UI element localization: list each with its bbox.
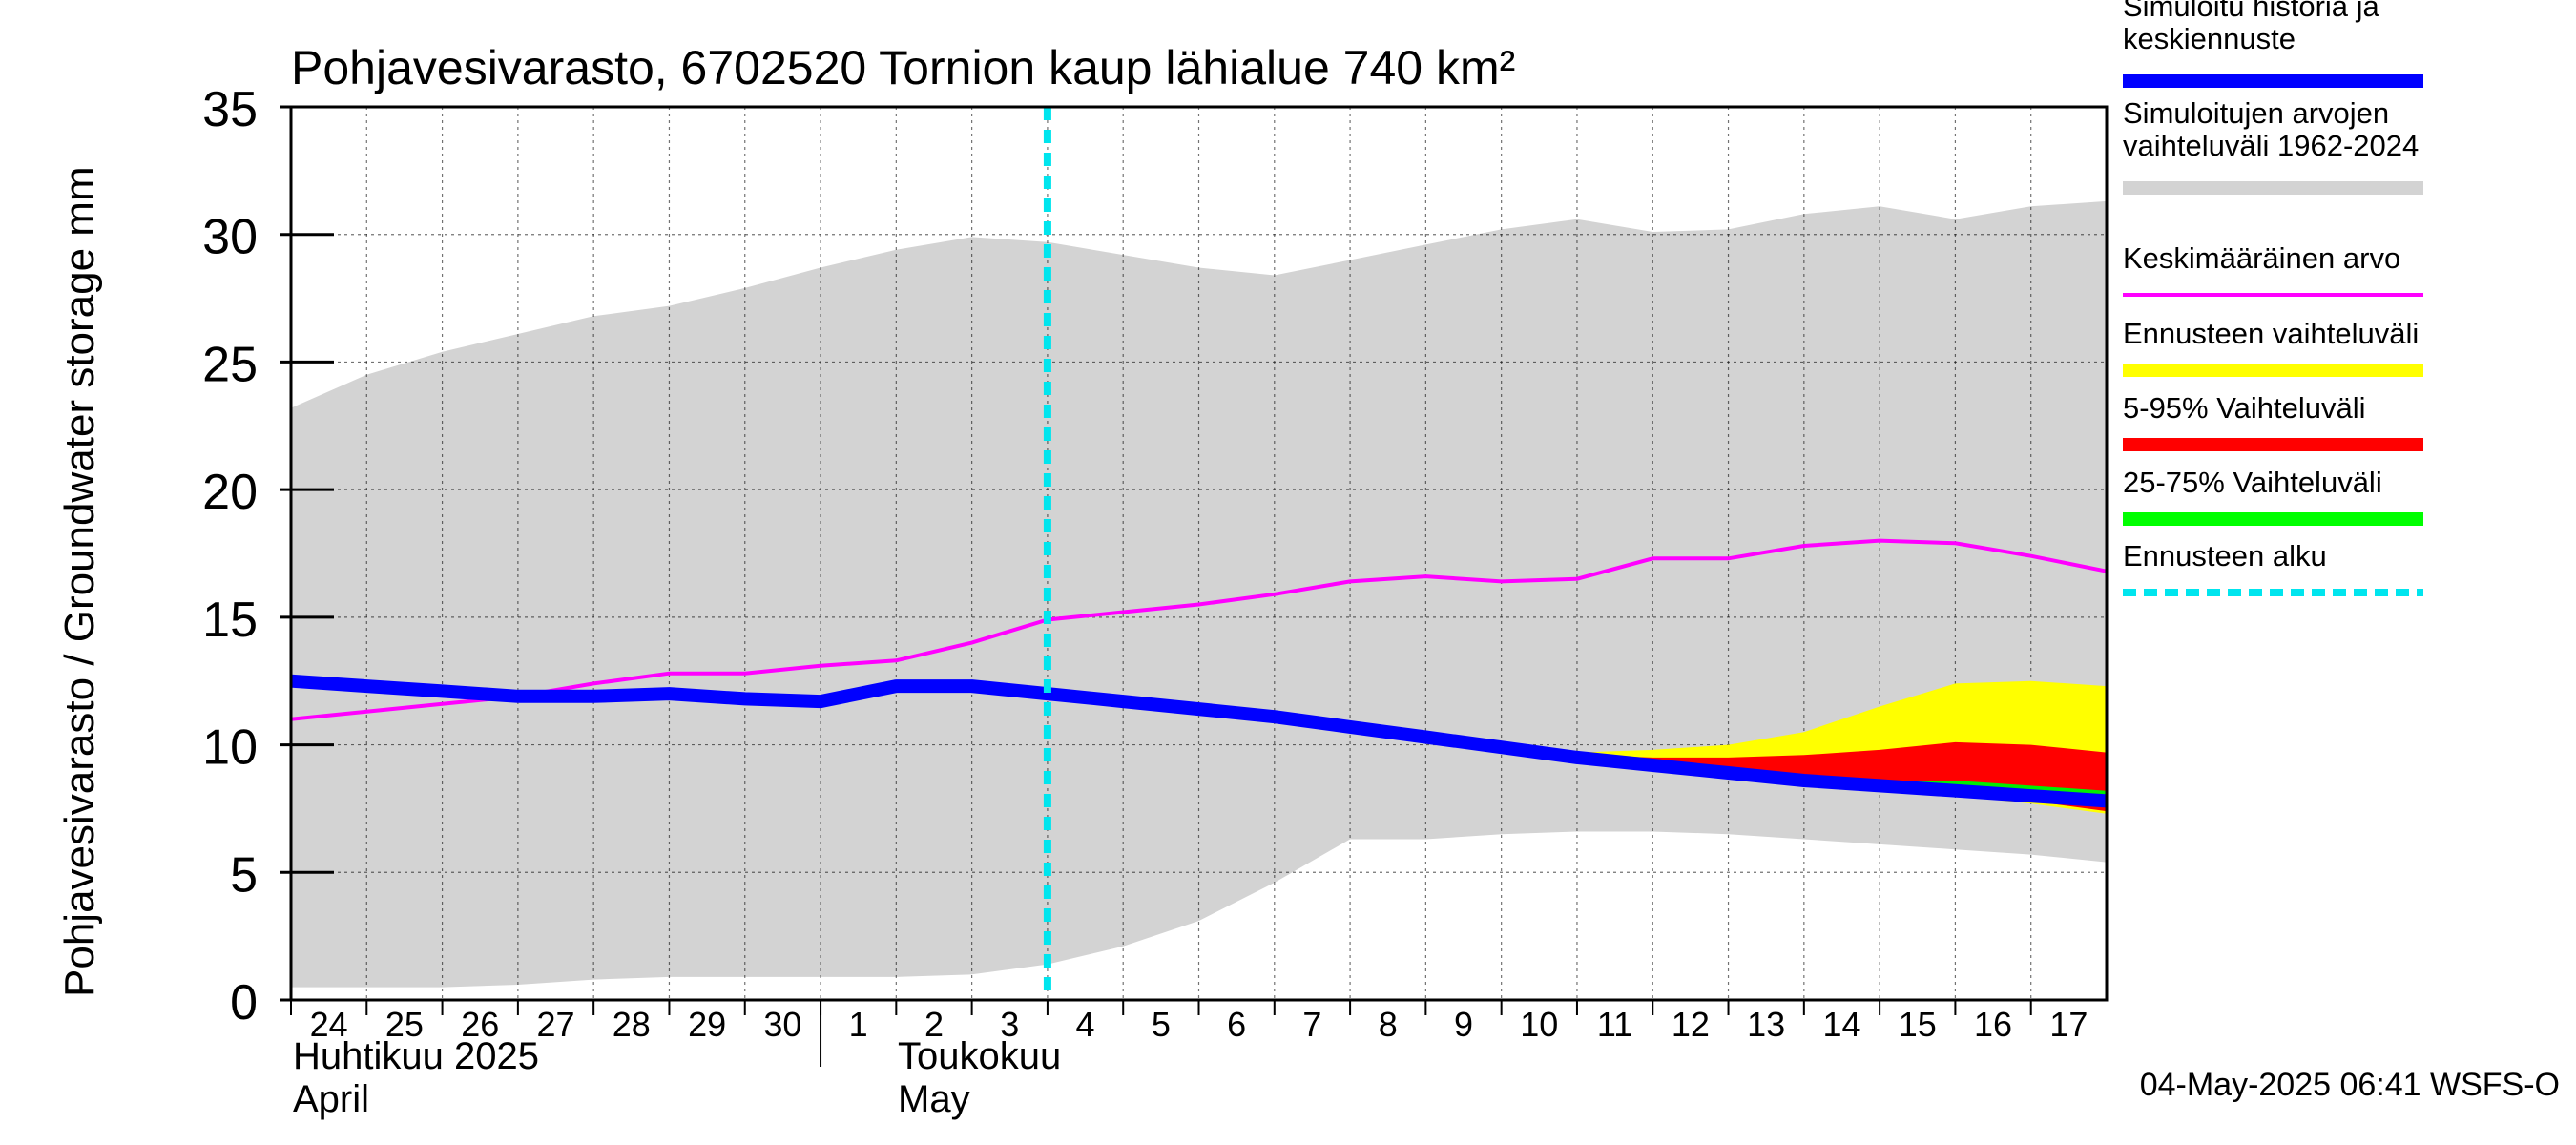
- x-tick-label: 27: [536, 1005, 574, 1044]
- x-tick-label: 10: [1520, 1005, 1558, 1044]
- y-tick-label: 35: [202, 82, 258, 137]
- month-label-april-en: April: [293, 1078, 369, 1120]
- chart-title: Pohjavesivarasto, 6702520 Tornion kaup l…: [291, 41, 1515, 94]
- x-tick-label: 16: [1974, 1005, 2012, 1044]
- legend-label: 25-75% Vaihteluväli: [2123, 466, 2382, 499]
- month-label-may-fi: Toukokuu: [898, 1035, 1061, 1077]
- simulated-median-line: [290, 674, 2108, 808]
- x-tick-label: 4: [1076, 1005, 1095, 1044]
- y-tick-label: 20: [202, 465, 258, 520]
- y-axis-ticks: 0 5 10 15 20 25 30 35: [202, 82, 334, 1030]
- x-tick-label: 9: [1454, 1005, 1473, 1044]
- x-axis-ticks: 24 25 26 27 28 29 30 1 2 3 4 5 6 7 8 9 10 11 12 13 14 15 16 17: [290, 1000, 2088, 1044]
- series-lines: [290, 107, 2108, 1000]
- y-tick-label: 15: [202, 593, 258, 648]
- legend-label: Ennusteen alku: [2123, 539, 2327, 572]
- x-tick-label: 24: [310, 1005, 348, 1044]
- y-tick-label: 30: [202, 210, 258, 265]
- legend-label: Simuloitu historia ja keskiennuste: [2123, 0, 2380, 55]
- legend-label: Ennusteen vaihteluväli: [2123, 317, 2419, 350]
- x-tick-label: 25: [385, 1005, 424, 1044]
- y-tick-label: 25: [202, 337, 258, 392]
- month-label-may-en: May: [898, 1078, 970, 1120]
- x-tick-label: 17: [2049, 1005, 2088, 1044]
- mean-line: [290, 538, 2108, 721]
- y-tick-label: 10: [202, 720, 258, 776]
- x-tick-label: 8: [1379, 1005, 1398, 1044]
- x-tick-label: 26: [461, 1005, 499, 1044]
- x-tick-label: 5: [1152, 1005, 1171, 1044]
- x-tick-label: 29: [688, 1005, 726, 1044]
- x-tick-label: 1: [849, 1005, 868, 1044]
- x-tick-label: 3: [1000, 1005, 1019, 1044]
- x-tick-label: 2: [924, 1005, 944, 1044]
- x-tick-label: 11: [1597, 1005, 1632, 1044]
- legend-label: Keskimääräinen arvo: [2123, 241, 2400, 275]
- timestamp: 04-May-2025 06:41 WSFS-O: [2140, 1067, 2560, 1103]
- legend-label: 5-95% Vaihteluväli: [2123, 391, 2365, 425]
- x-tick-label: 15: [1899, 1005, 1937, 1044]
- x-tick-label: 30: [763, 1005, 801, 1044]
- y-tick-label: 5: [230, 847, 258, 903]
- x-tick-label: 13: [1747, 1005, 1785, 1044]
- x-tick-label: 28: [613, 1005, 651, 1044]
- month-label-april-fi: Huhtikuu 2025: [293, 1035, 539, 1077]
- y-tick-label: 0: [230, 975, 258, 1030]
- legend: Simuloitu historia ja keskiennuste Simuloi…: [2123, 0, 2423, 596]
- x-tick-label: 14: [1822, 1005, 1860, 1044]
- x-tick-label: 6: [1227, 1005, 1246, 1044]
- x-tick-label: 7: [1302, 1005, 1321, 1044]
- x-tick-label: 12: [1672, 1005, 1710, 1044]
- legend-label: Simuloitujen arvojen vaihteluväli 1962-20…: [2123, 96, 2419, 162]
- y-axis-label: Pohjavesivarasto / Groundwater storage m…: [56, 166, 103, 997]
